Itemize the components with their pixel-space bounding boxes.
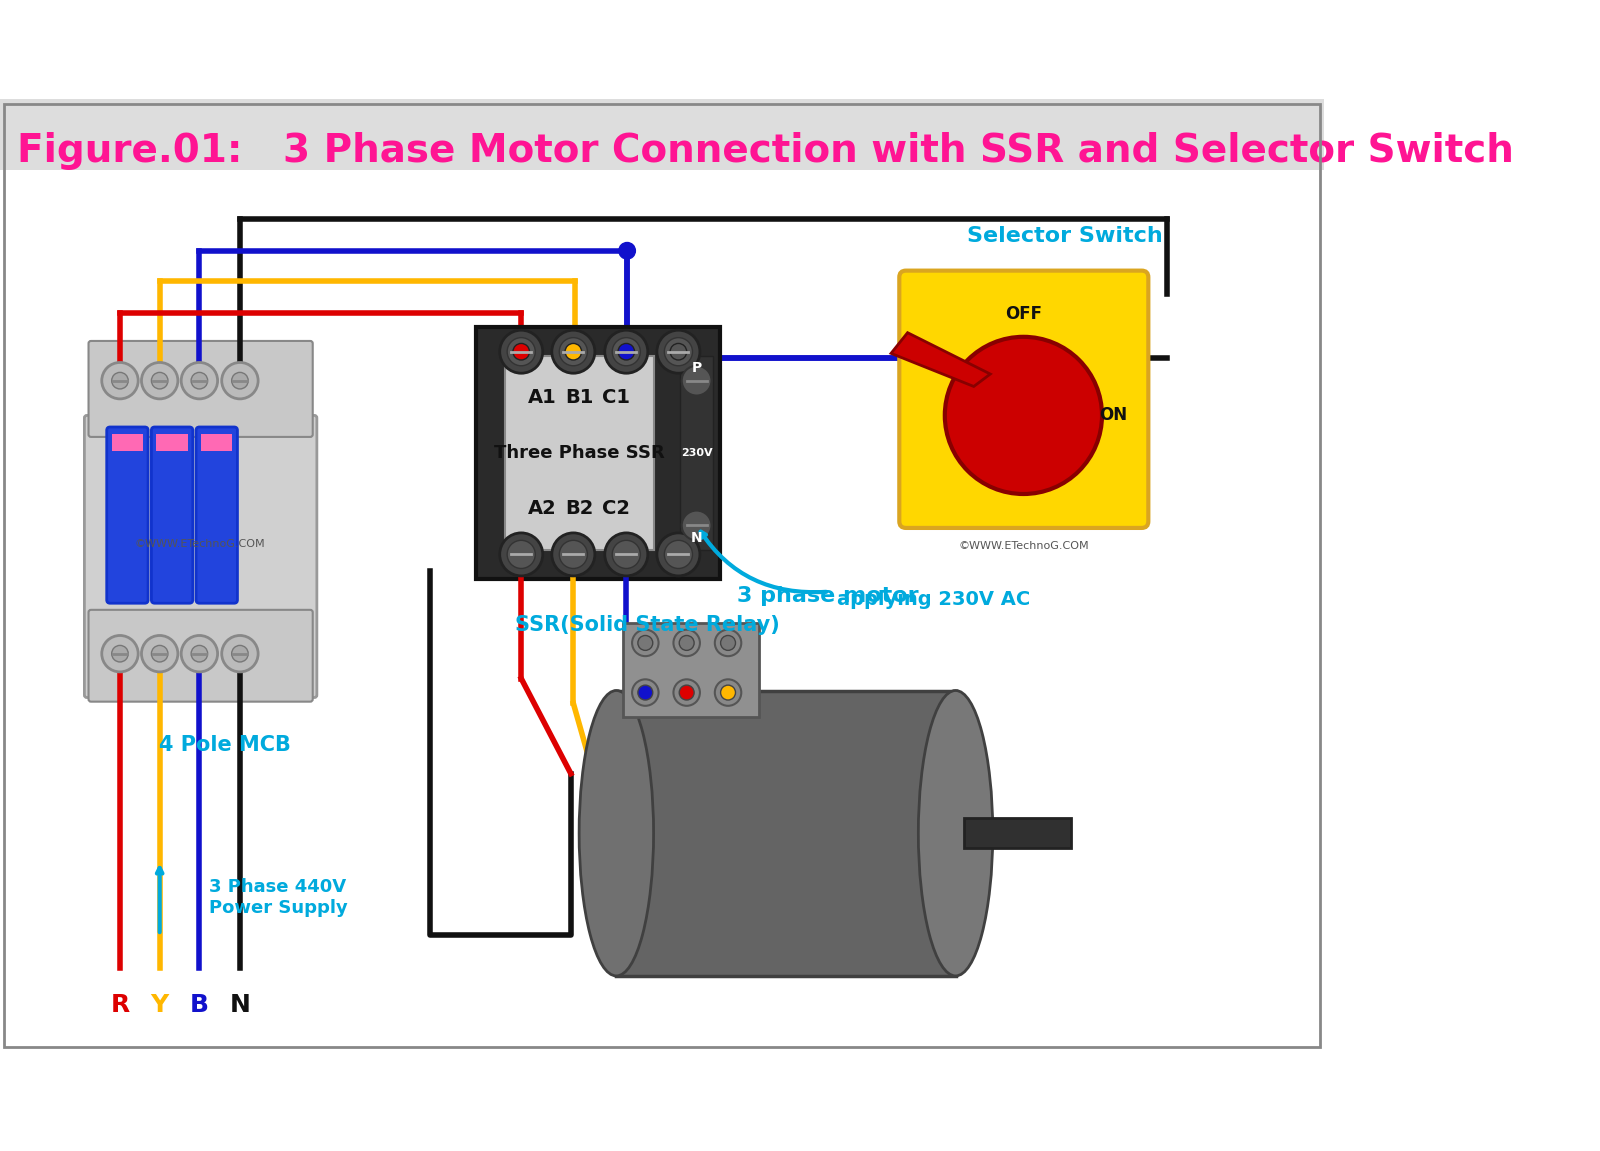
Circle shape xyxy=(715,630,741,656)
Text: B1: B1 xyxy=(565,388,594,406)
Circle shape xyxy=(560,337,587,366)
Circle shape xyxy=(632,679,659,706)
Bar xyxy=(963,818,1072,848)
FancyBboxPatch shape xyxy=(475,327,720,579)
Circle shape xyxy=(141,635,178,672)
Circle shape xyxy=(232,646,248,662)
Circle shape xyxy=(181,363,218,399)
Circle shape xyxy=(499,330,542,373)
Text: B2: B2 xyxy=(565,500,594,518)
Circle shape xyxy=(720,685,736,700)
Text: 4 Pole MCB: 4 Pole MCB xyxy=(158,734,291,755)
Text: ©WWW.ETechnoG.COM: ©WWW.ETechnoG.COM xyxy=(958,541,1088,551)
Bar xyxy=(202,434,232,451)
Bar xyxy=(616,691,955,976)
Circle shape xyxy=(638,635,653,650)
Circle shape xyxy=(222,363,258,399)
Circle shape xyxy=(674,679,699,706)
Circle shape xyxy=(507,337,536,366)
Text: 3 Phase 440V
Power Supply: 3 Phase 440V Power Supply xyxy=(210,878,349,917)
Bar xyxy=(680,356,714,550)
FancyBboxPatch shape xyxy=(85,416,317,698)
Circle shape xyxy=(715,679,741,706)
Circle shape xyxy=(674,630,699,656)
Circle shape xyxy=(222,635,258,672)
Circle shape xyxy=(552,330,595,373)
Circle shape xyxy=(112,646,128,662)
Circle shape xyxy=(499,533,542,576)
Text: applying 230V AC: applying 230V AC xyxy=(837,590,1030,609)
Circle shape xyxy=(664,540,693,569)
Circle shape xyxy=(619,243,635,259)
Text: C2: C2 xyxy=(602,500,630,518)
Circle shape xyxy=(946,337,1102,494)
Circle shape xyxy=(565,343,582,360)
Circle shape xyxy=(720,635,736,650)
Circle shape xyxy=(181,635,218,672)
Text: B: B xyxy=(190,993,210,1017)
Circle shape xyxy=(190,646,208,662)
Circle shape xyxy=(507,540,536,569)
Text: A1: A1 xyxy=(528,388,557,406)
Circle shape xyxy=(632,630,659,656)
Polygon shape xyxy=(891,333,990,387)
Text: 3 phase motor: 3 phase motor xyxy=(736,586,918,605)
Circle shape xyxy=(112,373,128,389)
Text: SSR(Solid State Relay): SSR(Solid State Relay) xyxy=(515,615,779,634)
FancyBboxPatch shape xyxy=(622,623,758,717)
Text: Three Phase SSR: Three Phase SSR xyxy=(494,443,664,462)
Text: ©WWW.ETechnoG.COM: ©WWW.ETechnoG.COM xyxy=(134,539,266,549)
Text: R: R xyxy=(110,993,130,1017)
Circle shape xyxy=(658,533,699,576)
Circle shape xyxy=(680,685,694,700)
Circle shape xyxy=(141,363,178,399)
Text: OFF: OFF xyxy=(1005,305,1042,323)
Circle shape xyxy=(560,540,587,569)
Circle shape xyxy=(658,330,699,373)
Circle shape xyxy=(102,635,138,672)
Circle shape xyxy=(232,373,248,389)
Text: P: P xyxy=(691,361,702,375)
Text: N: N xyxy=(229,993,250,1017)
FancyBboxPatch shape xyxy=(197,427,237,603)
FancyBboxPatch shape xyxy=(504,356,653,550)
Text: C1: C1 xyxy=(602,388,630,406)
Circle shape xyxy=(613,540,640,569)
Circle shape xyxy=(605,330,648,373)
Circle shape xyxy=(682,511,712,540)
Bar xyxy=(157,434,187,451)
Bar xyxy=(112,434,142,451)
Text: 230V: 230V xyxy=(680,448,712,458)
Circle shape xyxy=(680,635,694,650)
Circle shape xyxy=(682,366,712,396)
Text: A2: A2 xyxy=(528,500,557,518)
Text: N: N xyxy=(691,531,702,544)
Circle shape xyxy=(514,343,530,360)
Circle shape xyxy=(664,337,693,366)
FancyBboxPatch shape xyxy=(899,270,1149,528)
Circle shape xyxy=(152,646,168,662)
FancyBboxPatch shape xyxy=(88,610,312,702)
Circle shape xyxy=(190,373,208,389)
Text: Selector Switch: Selector Switch xyxy=(966,226,1163,246)
Circle shape xyxy=(152,373,168,389)
Text: ON: ON xyxy=(1099,406,1126,425)
Text: Figure.01:   3 Phase Motor Connection with SSR and Selector Switch: Figure.01: 3 Phase Motor Connection with… xyxy=(16,131,1514,169)
Circle shape xyxy=(613,337,640,366)
Circle shape xyxy=(618,343,635,360)
Circle shape xyxy=(102,363,138,399)
Ellipse shape xyxy=(579,691,653,976)
FancyBboxPatch shape xyxy=(107,427,149,603)
Circle shape xyxy=(552,533,595,576)
Text: Y: Y xyxy=(150,993,168,1017)
FancyBboxPatch shape xyxy=(88,341,312,437)
Circle shape xyxy=(638,685,653,700)
Circle shape xyxy=(670,343,686,360)
Circle shape xyxy=(605,533,648,576)
Bar xyxy=(0,99,1323,169)
Ellipse shape xyxy=(918,691,992,976)
FancyBboxPatch shape xyxy=(152,427,192,603)
